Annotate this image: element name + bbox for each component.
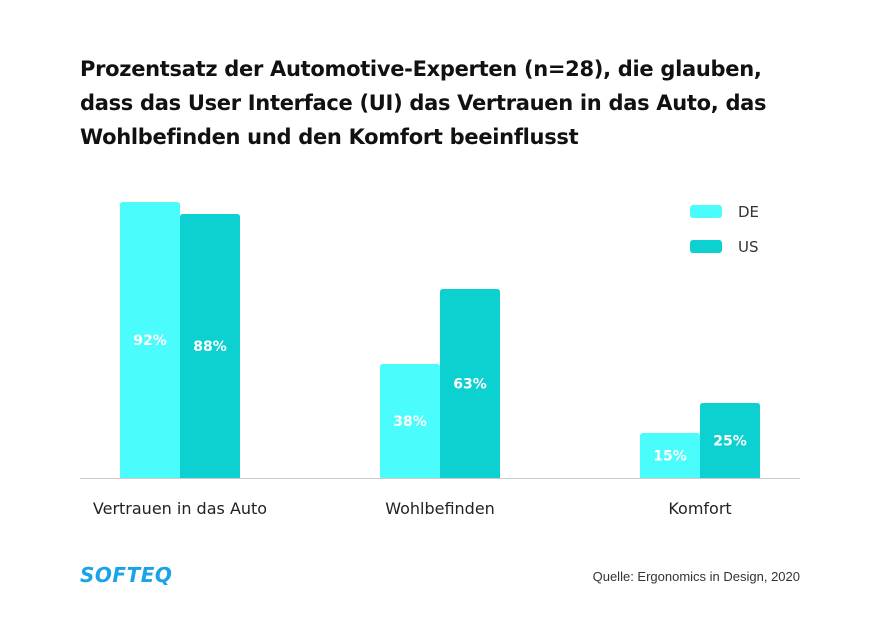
bar-us (440, 289, 500, 478)
data-label: 88% (193, 339, 227, 355)
chart-title: Prozentsatz der Automotive-Experten (n=2… (80, 57, 767, 149)
bar-de (120, 202, 180, 478)
data-label: 63% (453, 377, 487, 393)
category-label: Wohlbefinden (385, 499, 495, 518)
source-note: Quelle: Ergonomics in Design, 2020 (592, 569, 800, 584)
data-label: 15% (653, 449, 687, 465)
legend-swatch-us (690, 240, 722, 253)
category-label: Vertrauen in das Auto (93, 499, 267, 518)
data-label: 38% (393, 414, 427, 430)
bar-de (380, 364, 440, 478)
legend-swatch-de (690, 205, 722, 218)
bar-us (700, 403, 760, 478)
category-label: Komfort (668, 499, 731, 518)
data-label: 25% (713, 434, 747, 450)
data-label: 92% (133, 333, 167, 349)
bar-us (180, 214, 240, 478)
softeq-logo: SOFTEQ (80, 563, 173, 587)
bar-de (640, 433, 700, 478)
legend-label: DE (738, 203, 759, 221)
legend-label: US (738, 238, 759, 256)
